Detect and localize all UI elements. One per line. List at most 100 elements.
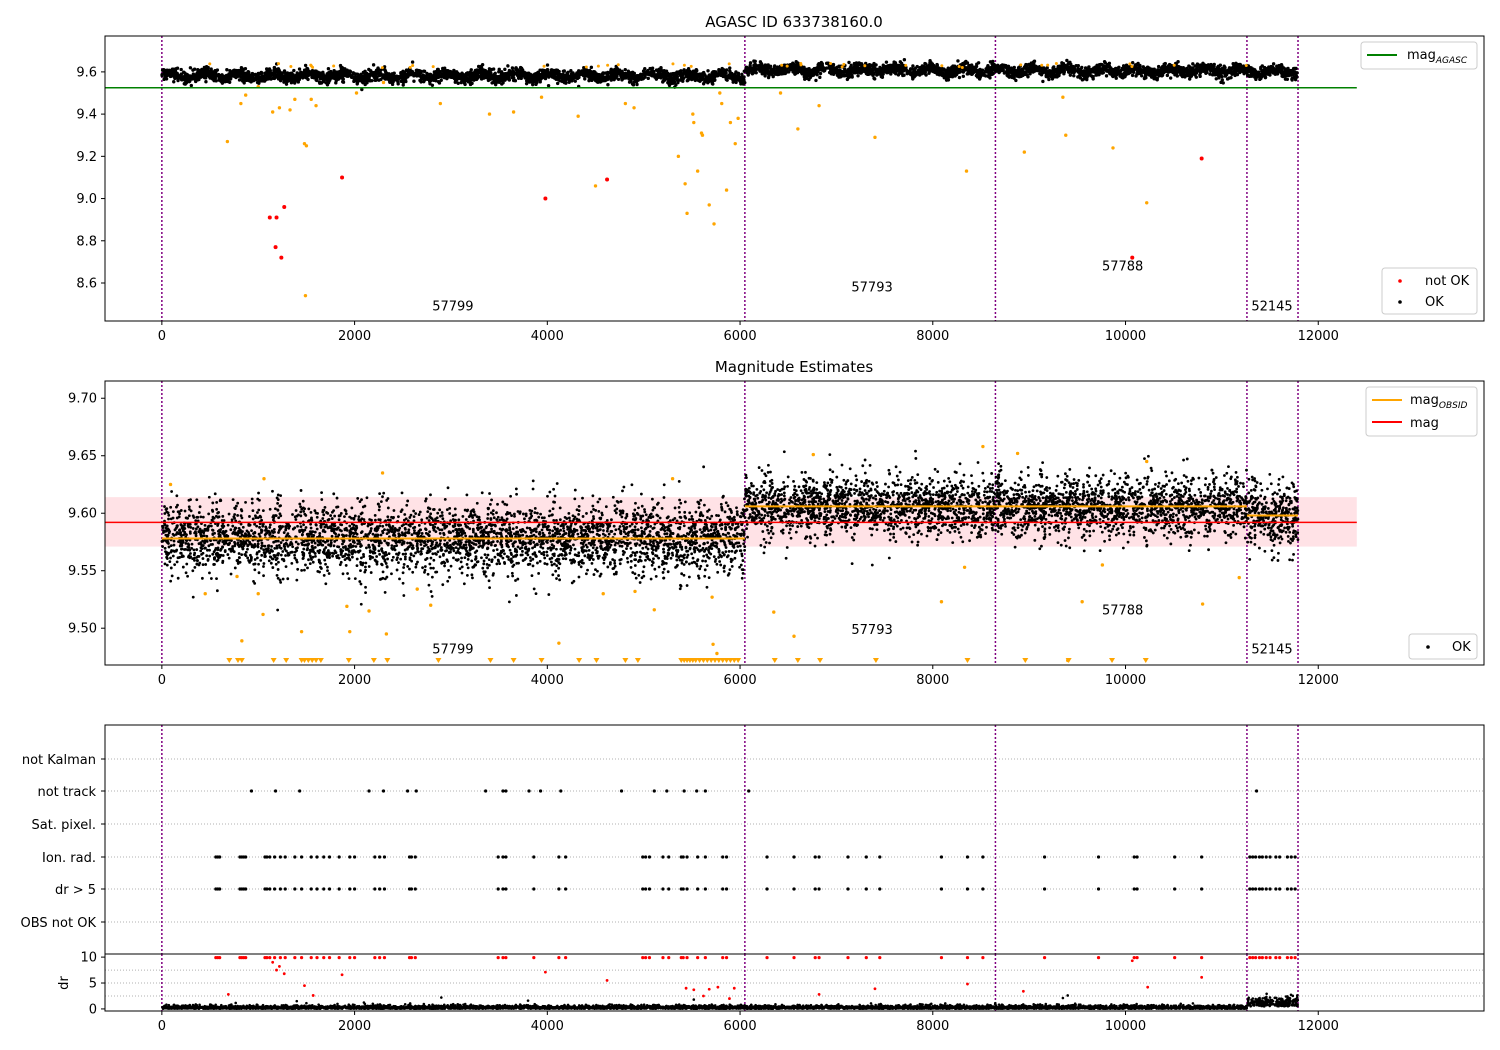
ok-point — [1097, 62, 1102, 67]
ok-point — [782, 65, 786, 70]
ok-point — [971, 67, 975, 71]
ok-point — [1171, 66, 1175, 71]
ok-point — [901, 73, 905, 78]
ok-point — [569, 69, 573, 73]
ok-point — [1074, 64, 1078, 68]
ok-point — [684, 71, 689, 76]
ok-point — [1264, 69, 1268, 74]
ok-point — [852, 61, 857, 66]
ok-point — [366, 76, 370, 80]
ok-point — [1156, 72, 1161, 76]
ok-point — [565, 75, 570, 80]
ok-point — [479, 73, 484, 77]
ok-point — [537, 73, 541, 78]
ok-point — [250, 75, 255, 80]
ok-point — [531, 82, 535, 87]
ok-point — [763, 67, 767, 71]
ok-point — [606, 83, 610, 87]
outlier-point — [542, 64, 546, 68]
ok-point — [946, 73, 951, 77]
ok-point — [1066, 67, 1071, 72]
outlier-point — [616, 63, 620, 67]
ok-point — [807, 67, 811, 71]
ok-point — [985, 67, 990, 71]
ok-point — [689, 77, 694, 82]
ok-point — [942, 73, 946, 77]
ok-point — [196, 70, 201, 74]
ok-point — [741, 75, 746, 80]
ok-point — [396, 82, 400, 86]
ok-point — [291, 74, 295, 78]
ok-point — [475, 72, 480, 77]
ok-point — [1122, 71, 1126, 75]
ok-point — [894, 72, 898, 76]
ok-point — [1272, 67, 1276, 71]
ok-point — [1259, 65, 1263, 70]
ok-point — [315, 77, 319, 82]
ok-point — [853, 64, 858, 69]
ok-point — [1206, 63, 1211, 67]
ok-point — [192, 73, 196, 77]
outlier-point — [208, 62, 212, 66]
ok-point — [626, 73, 631, 78]
ok-point — [292, 81, 297, 85]
ok-point — [873, 67, 877, 71]
ok-point — [513, 79, 518, 83]
ok-point — [1263, 74, 1267, 78]
ok-point — [818, 71, 823, 76]
outlier-point — [840, 65, 844, 69]
ok-point — [519, 76, 523, 81]
ok-point — [1139, 68, 1144, 72]
ok-point — [807, 77, 811, 82]
ok-point — [778, 67, 783, 71]
ok-point — [967, 68, 971, 72]
ok-point — [661, 80, 665, 84]
ok-point — [990, 70, 994, 75]
ok-point — [257, 81, 261, 85]
ok-point — [445, 70, 450, 74]
ok-point — [303, 63, 308, 68]
ok-point — [693, 74, 697, 78]
ok-point — [1246, 67, 1250, 72]
ok-point — [390, 74, 395, 78]
ok-point — [750, 72, 755, 76]
ok-point — [1141, 65, 1145, 69]
ok-point — [1274, 68, 1278, 73]
outlier-point — [1128, 62, 1132, 66]
ok-point — [225, 68, 229, 72]
ok-point — [194, 76, 198, 80]
ok-point — [876, 68, 881, 72]
ok-point — [557, 73, 561, 77]
ok-point — [1282, 73, 1286, 77]
ok-point — [798, 66, 803, 71]
ok-point — [1211, 69, 1215, 73]
ok-point — [1148, 68, 1152, 72]
ok-point — [1089, 70, 1094, 74]
ok-point — [678, 70, 683, 75]
outlier-point — [1130, 64, 1134, 68]
ok-point — [815, 68, 819, 72]
ok-point — [673, 76, 677, 80]
ok-point — [838, 72, 842, 77]
outlier-point — [431, 65, 435, 69]
ok-point — [1242, 71, 1246, 76]
ok-point — [536, 71, 541, 75]
ok-point — [1290, 78, 1294, 82]
ok-point — [209, 75, 213, 80]
ok-point — [518, 70, 522, 74]
ok-point — [918, 68, 922, 72]
ok-point — [1053, 69, 1058, 74]
ok-point — [983, 74, 988, 78]
ok-point — [534, 82, 538, 87]
ok-point — [587, 78, 591, 83]
ok-point — [1208, 72, 1212, 76]
ok-point — [413, 72, 417, 77]
ok-point — [363, 70, 367, 74]
ok-point — [341, 73, 346, 77]
ok-point — [961, 74, 966, 78]
ok-point — [209, 67, 213, 71]
ok-point — [727, 73, 731, 78]
ok-point — [1015, 72, 1020, 77]
ok-point — [1012, 65, 1016, 70]
